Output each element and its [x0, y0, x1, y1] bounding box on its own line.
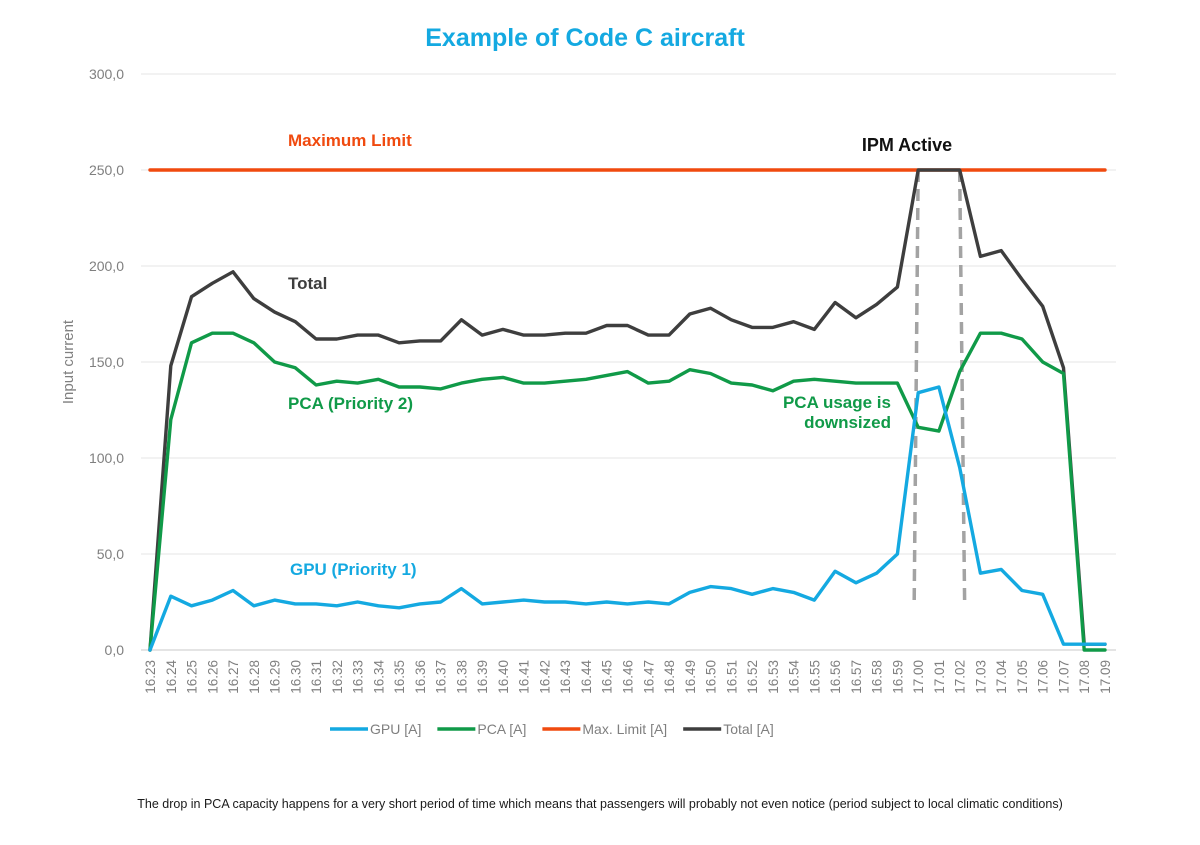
y-tick-label: 0,0 [105, 642, 125, 658]
x-tick-label: 17.07 [1056, 660, 1071, 694]
x-tick-label: 17.04 [994, 660, 1009, 694]
x-tick-label: 16.49 [683, 660, 698, 694]
x-tick-label: 16.27 [226, 660, 241, 694]
ipm-end-marker [957, 169, 967, 607]
x-tick-label: 16.29 [268, 660, 283, 694]
pca-downsized-annotation-line2: downsized [804, 413, 891, 432]
x-tick-label: 16.51 [724, 660, 739, 694]
x-tick-label: 17.06 [1036, 660, 1051, 694]
legend-label-pca-a: PCA [A] [477, 721, 526, 737]
y-tick-label: 300,0 [89, 66, 124, 82]
x-tick-label: 17.01 [932, 660, 947, 694]
x-tick-label: 16.54 [787, 660, 802, 694]
x-tick-label: 17.02 [953, 660, 968, 694]
x-tick-label: 16.59 [890, 660, 905, 694]
x-tick-label: 16.23 [143, 660, 158, 694]
pca-downsized-annotation-line1: PCA usage is [783, 393, 891, 412]
legend-label-gpu-a: GPU [A] [370, 721, 421, 737]
y-axis-label: Input current [60, 319, 77, 404]
x-tick-label: 16.25 [185, 660, 200, 694]
x-tick-label: 16.52 [745, 660, 760, 694]
x-tick-label: 16.37 [434, 660, 449, 694]
max-limit-annotation: Maximum Limit [288, 131, 412, 150]
x-tick-label: 16.35 [392, 660, 407, 694]
x-tick-label: 16.33 [351, 660, 366, 694]
legend-label-max-limit-a: Max. Limit [A] [582, 721, 667, 737]
x-tick-label: 16.55 [807, 660, 822, 694]
x-tick-label: 16.44 [579, 660, 594, 694]
ipm-start-marker [912, 169, 920, 607]
x-tick-label: 16.45 [600, 660, 615, 694]
x-tick-label: 16.36 [413, 660, 428, 694]
x-tick-label: 17.03 [973, 660, 988, 694]
gpu-annotation: GPU (Priority 1) [290, 560, 417, 579]
y-tick-label: 200,0 [89, 258, 124, 274]
total-annotation: Total [288, 274, 327, 293]
x-tick-label: 16.40 [496, 660, 511, 694]
series-line-total-a [148, 168, 1107, 652]
y-tick-label: 50,0 [97, 546, 124, 562]
footnote: The drop in PCA capacity happens for a v… [137, 797, 1063, 811]
x-tick-label: 16.43 [558, 660, 573, 694]
x-tick-label: 16.41 [517, 660, 532, 694]
x-tick-label: 16.32 [330, 660, 345, 694]
ipm-active-annotation: IPM Active [862, 135, 952, 155]
x-tick-label: 16.31 [309, 660, 324, 694]
y-tick-label: 250,0 [89, 162, 124, 178]
x-tick-label: 17.00 [911, 660, 926, 694]
x-tick-label: 17.05 [1015, 660, 1030, 694]
x-tick-label: 17.08 [1077, 660, 1092, 694]
series-line-gpu-a [148, 385, 1107, 652]
x-tick-label: 16.24 [164, 660, 179, 694]
chart-title: Example of Code C aircraft [425, 24, 745, 52]
x-tick-label: 16.34 [371, 660, 386, 694]
y-tick-label: 100,0 [89, 450, 124, 466]
x-tick-label: 16.57 [849, 660, 864, 694]
x-tick-label: 16.47 [641, 660, 656, 694]
y-tick-label: 150,0 [89, 354, 124, 370]
x-tick-label: 16.48 [662, 660, 677, 694]
x-tick-label: 16.26 [205, 660, 220, 694]
x-tick-label: 16.53 [766, 660, 781, 694]
x-tick-label: 16.30 [288, 660, 303, 694]
x-tick-label: 16.58 [870, 660, 885, 694]
x-tick-label: 16.38 [454, 660, 469, 694]
x-tick-label: 16.46 [621, 660, 636, 694]
line-chart: Example of Code C aircraft Input current… [60, 24, 1116, 737]
pca-annotation: PCA (Priority 2) [288, 394, 413, 413]
legend-label-total-a: Total [A] [723, 721, 774, 737]
x-tick-label: 16.50 [704, 660, 719, 694]
x-tick-label: 16.39 [475, 660, 490, 694]
x-tick-label: 16.42 [537, 660, 552, 694]
x-tick-label: 17.09 [1098, 660, 1113, 694]
x-tick-label: 16.28 [247, 660, 262, 694]
x-tick-label: 16.56 [828, 660, 843, 694]
